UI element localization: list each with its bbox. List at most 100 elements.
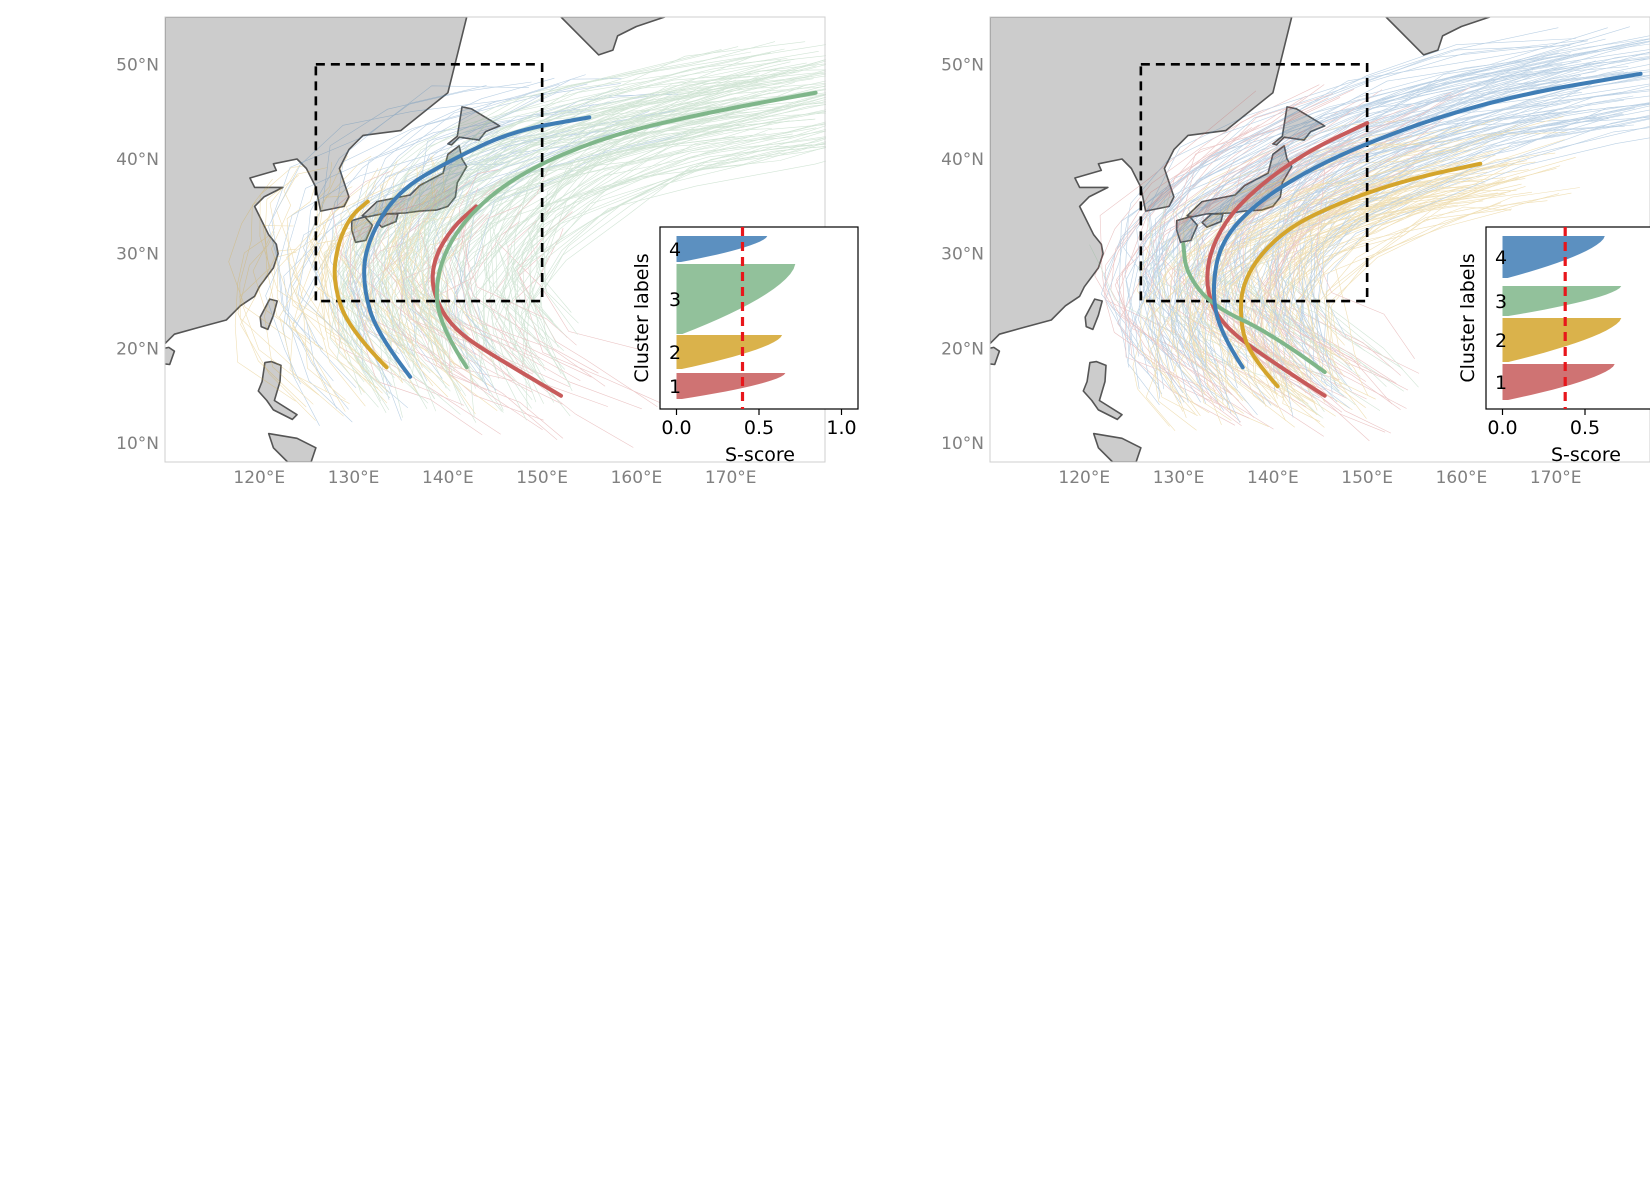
- typhoon-track-line: [332, 49, 722, 329]
- typhoon-track-line: [431, 127, 817, 407]
- typhoon-track-line: [1274, 183, 1522, 418]
- typhoon-track-line: [1185, 71, 1624, 370]
- typhoon-track-line: [498, 164, 639, 350]
- typhoon-track-line: [1325, 187, 1580, 400]
- land-polygon: [361, 145, 468, 218]
- typhoon-track-line: [516, 211, 658, 408]
- typhoon-track-line: [1149, 83, 1583, 369]
- typhoon-track-line: [1222, 297, 1381, 411]
- typhoon-track-line: [240, 251, 316, 421]
- land-polygon: [1084, 298, 1103, 331]
- typhoon-track-line: [437, 207, 474, 384]
- typhoon-track-line: [530, 130, 826, 392]
- typhoon-track-line: [356, 133, 576, 400]
- inset-y-axis-label: Cluster labels: [631, 253, 653, 382]
- typhoon-track-line: [1274, 191, 1533, 417]
- typhoon-track-line: [1172, 71, 1629, 368]
- land-polygon: [990, 346, 1001, 366]
- typhoon-track-line: [462, 89, 826, 352]
- typhoon-track-line: [1177, 38, 1606, 334]
- typhoon-track-line: [296, 211, 379, 389]
- typhoon-track-line: [1142, 45, 1571, 331]
- typhoon-track-line: [396, 189, 533, 393]
- typhoon-track-line: [427, 102, 804, 392]
- typhoon-track-line: [264, 248, 314, 405]
- cluster-mean-track-2: [1239, 161, 1483, 389]
- typhoon-track-line: [521, 99, 826, 352]
- typhoon-track-line: [1183, 118, 1609, 401]
- typhoon-track-line: [392, 198, 455, 364]
- typhoon-track-line: [1136, 68, 1551, 358]
- typhoon-track-line: [402, 133, 793, 412]
- typhoon-track-line: [1269, 58, 1650, 345]
- typhoon-track-line: [1237, 123, 1485, 354]
- typhoon-track-line: [1196, 118, 1442, 342]
- typhoon-track-line: [1231, 135, 1413, 399]
- map-panel-right: 10°N 20°N 30°N 40°N 50°N 120°E 130°E 140°E 150°E…: [941, 16, 1650, 488]
- typhoon-track-line: [292, 242, 346, 412]
- typhoon-track-line: [1169, 172, 1409, 394]
- typhoon-track-line: [1192, 72, 1638, 366]
- typhoon-track-line: [1288, 258, 1419, 388]
- typhoon-track-line: [1249, 132, 1497, 360]
- typhoon-track-line: [1295, 161, 1536, 382]
- typhoon-track-line: [322, 200, 378, 367]
- typhoon-track-line: [276, 213, 328, 393]
- typhoon-track-line: [1306, 168, 1557, 385]
- typhoon-track-line: [1323, 193, 1560, 419]
- typhoon-track-line: [1149, 202, 1410, 418]
- typhoon-track-line: [1194, 231, 1335, 355]
- land-polygon: [259, 298, 279, 331]
- typhoon-track-line: [1170, 196, 1407, 416]
- typhoon-track-line: [1204, 117, 1385, 392]
- typhoon-track-line: [239, 225, 319, 396]
- typhoon-track-line: [1195, 66, 1629, 365]
- typhoon-track-line: [480, 44, 826, 326]
- typhoon-track-line: [443, 60, 826, 332]
- typhoon-track-line: [259, 165, 324, 320]
- typhoon-track-line: [419, 179, 534, 373]
- typhoon-track-line: [1178, 64, 1591, 367]
- typhoon-track-line: [387, 168, 469, 341]
- typhoon-track-line: [399, 122, 773, 400]
- typhoon-track-line: [405, 72, 788, 348]
- typhoon-track-line: [320, 219, 365, 393]
- latitude-tick-label: 50°N: [941, 55, 984, 75]
- typhoon-track-line: [369, 177, 414, 347]
- typhoon-track-line: [1212, 132, 1368, 400]
- typhoon-track-line: [402, 61, 791, 343]
- typhoon-track-line: [286, 119, 510, 382]
- typhoon-track-line: [472, 69, 826, 326]
- typhoon-track-line: [1299, 95, 1650, 387]
- typhoon-track-line: [463, 86, 826, 355]
- typhoon-track-line: [1308, 200, 1548, 411]
- typhoon-track-line: [520, 147, 826, 403]
- typhoon-track-line: [482, 124, 826, 400]
- typhoon-track-line: [1315, 87, 1471, 359]
- longitude-tick-label: 130°E: [1153, 468, 1205, 488]
- typhoon-track-line: [1144, 101, 1571, 404]
- typhoon-track-line: [1167, 159, 1313, 430]
- typhoon-track-line: [451, 135, 683, 394]
- typhoon-track-line: [372, 203, 513, 381]
- typhoon-track-line: [279, 233, 350, 404]
- cluster-mean-track-4: [362, 115, 592, 379]
- typhoon-track-line: [1284, 186, 1526, 403]
- typhoon-track-line: [454, 91, 675, 348]
- latitude-tick-label: 40°N: [941, 150, 984, 170]
- typhoon-track-line: [1277, 113, 1424, 384]
- typhoon-track-line: [526, 122, 826, 384]
- typhoon-track-line: [286, 187, 350, 345]
- typhoon-track-line: [352, 74, 586, 333]
- silhouette-band-2: [676, 335, 783, 369]
- typhoon-track-line: [1145, 142, 1396, 361]
- typhoon-track-line: [511, 142, 826, 396]
- typhoon-track-line: [1273, 114, 1430, 383]
- latitude-tick-label: 50°N: [116, 55, 159, 75]
- silhouette-band-1: [1502, 364, 1615, 400]
- typhoon-track-line: [329, 104, 718, 383]
- typhoon-track-line: [1190, 125, 1625, 415]
- typhoon-track-line: [522, 145, 826, 404]
- longitude-tick-label: 120°E: [233, 468, 285, 488]
- typhoon-track-line: [500, 109, 826, 378]
